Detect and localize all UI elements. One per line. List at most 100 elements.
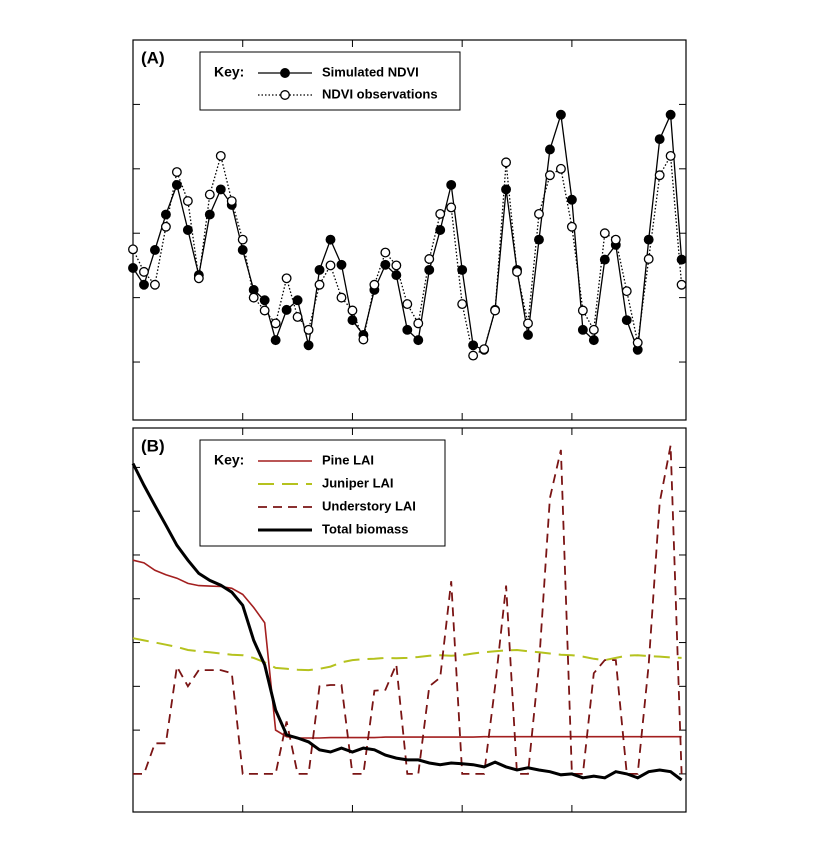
data-point [544, 144, 555, 155]
data-point [512, 266, 522, 277]
data-point [490, 305, 501, 316]
data-point [215, 184, 226, 195]
data-point [380, 247, 391, 258]
data-point [204, 209, 215, 220]
data-point [314, 279, 325, 290]
data-point [139, 279, 149, 290]
data-point [215, 150, 226, 161]
data-point [501, 157, 512, 168]
data-point [226, 196, 237, 206]
data-point [149, 245, 160, 255]
data-point [588, 335, 599, 346]
data-point [314, 264, 325, 275]
data-point [237, 245, 248, 255]
data-point [566, 194, 577, 205]
legend-title: Key: [214, 452, 244, 468]
data-point [237, 234, 248, 245]
data-point [599, 254, 610, 265]
data-point [588, 324, 599, 335]
data-point [193, 273, 204, 284]
data-point [468, 350, 479, 361]
data-point [534, 208, 544, 219]
data-point [643, 234, 654, 245]
data-point [523, 318, 533, 329]
data-point [347, 305, 358, 316]
data-point [599, 228, 610, 239]
legend-box [199, 439, 446, 547]
data-point [292, 295, 303, 306]
legend-box [199, 51, 461, 111]
legend-marker [280, 68, 290, 78]
data-point [676, 279, 687, 290]
data-point [555, 109, 566, 120]
data-point [347, 315, 358, 326]
data-point [435, 208, 446, 219]
series-line [132, 637, 682, 672]
legend-marker [280, 90, 290, 100]
data-point [270, 335, 281, 346]
data-point [325, 260, 336, 271]
data-point [391, 270, 402, 281]
data-point [654, 134, 665, 145]
data-point [204, 189, 215, 200]
data-point [566, 221, 577, 232]
data-point [182, 225, 193, 235]
data-point [325, 234, 336, 245]
panel-label: (B) [141, 436, 165, 455]
data-point [369, 279, 380, 290]
data-point [270, 318, 281, 329]
data-point [259, 305, 270, 316]
data-point [523, 330, 533, 340]
data-point [665, 109, 676, 120]
data-point [654, 170, 665, 181]
data-point [424, 264, 435, 275]
data-point [632, 337, 643, 348]
legend-label: Total biomass [322, 521, 408, 536]
panel-label: (A) [141, 48, 165, 67]
series-line [133, 445, 683, 775]
data-point [544, 170, 555, 181]
legend-label: Juniper LAI [322, 475, 394, 490]
data-point [160, 209, 171, 220]
data-point [435, 225, 446, 235]
data-point [139, 266, 149, 277]
data-point [182, 196, 193, 206]
data-point [402, 324, 413, 335]
data-point [621, 315, 632, 326]
data-point [248, 292, 259, 303]
panel: (B) Key: Pine LAI Juniper LAI Understory LAI… [131, 427, 687, 813]
data-point [413, 318, 424, 329]
legend-label: Understory LAI [322, 498, 416, 513]
data-point [457, 299, 468, 310]
data-point [555, 163, 566, 174]
data-point [281, 273, 292, 284]
data-point [665, 150, 676, 161]
data-point [424, 254, 435, 264]
data-point [336, 292, 347, 303]
data-point [391, 260, 402, 271]
data-point [468, 340, 479, 351]
data-point [303, 324, 314, 335]
data-point [643, 254, 654, 264]
data-point [292, 311, 303, 322]
legend-label: Pine LAI [322, 452, 374, 467]
data-point [577, 324, 588, 335]
data-point [171, 179, 182, 190]
data-point [303, 340, 314, 351]
legend-label: NDVI observations [322, 86, 438, 101]
data-point [402, 299, 413, 310]
series-line [131, 462, 683, 782]
data-point [413, 335, 424, 346]
legend-title: Key: [214, 64, 244, 80]
data-point [446, 202, 457, 213]
panel: (A) Key: Simulated NDVI NDVI observations [128, 39, 687, 421]
data-point [171, 167, 182, 177]
data-point [358, 334, 369, 345]
data-point [281, 304, 292, 315]
data-point [479, 344, 490, 355]
data-point [577, 305, 588, 316]
data-point [621, 286, 632, 297]
data-point [160, 221, 171, 232]
data-point [446, 179, 457, 190]
